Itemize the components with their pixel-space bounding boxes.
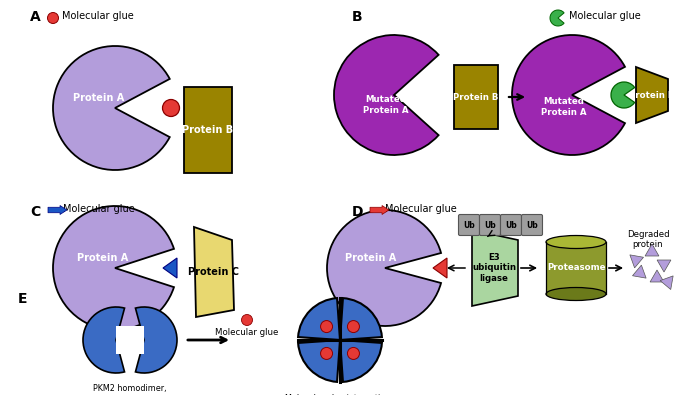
Wedge shape xyxy=(340,298,382,340)
Text: Molecular glue interactions
stabilize PKM2 tetramer, more
active: Molecular glue interactions stabilize PK… xyxy=(279,394,401,395)
Polygon shape xyxy=(630,255,643,268)
Text: Protein A: Protein A xyxy=(346,253,397,263)
Wedge shape xyxy=(550,10,564,26)
Wedge shape xyxy=(298,340,340,382)
Circle shape xyxy=(47,13,59,23)
Circle shape xyxy=(348,321,359,333)
Text: Mutated
Protein A: Mutated Protein A xyxy=(541,97,587,117)
Polygon shape xyxy=(433,258,447,278)
Text: Mutated
Protein A: Mutated Protein A xyxy=(363,95,409,115)
Bar xyxy=(116,326,144,354)
Text: Ub: Ub xyxy=(526,220,538,229)
Text: Molecular glue: Molecular glue xyxy=(63,204,135,214)
Polygon shape xyxy=(645,244,659,256)
Text: Ub: Ub xyxy=(484,220,496,229)
Text: E3
ubiquitin
ligase: E3 ubiquitin ligase xyxy=(472,253,516,283)
Ellipse shape xyxy=(546,235,606,248)
Wedge shape xyxy=(327,210,441,326)
Text: Protein A: Protein A xyxy=(74,93,125,103)
Text: D: D xyxy=(352,205,364,219)
Wedge shape xyxy=(53,206,174,330)
Polygon shape xyxy=(657,260,671,272)
Wedge shape xyxy=(136,307,177,373)
Text: Protein B: Protein B xyxy=(454,92,499,102)
Text: Proteasome: Proteasome xyxy=(547,263,605,273)
Wedge shape xyxy=(83,307,125,373)
Bar xyxy=(546,242,606,294)
Polygon shape xyxy=(454,65,498,129)
Text: Protein C: Protein C xyxy=(188,267,238,277)
Polygon shape xyxy=(184,87,232,173)
Wedge shape xyxy=(334,35,439,155)
Wedge shape xyxy=(611,82,634,108)
Text: Molecular glue: Molecular glue xyxy=(569,11,641,21)
Text: PKM2 homodimer,
less active: PKM2 homodimer, less active xyxy=(93,384,167,395)
Text: Protein B: Protein B xyxy=(182,125,234,135)
Polygon shape xyxy=(194,227,234,317)
Polygon shape xyxy=(163,258,177,278)
Wedge shape xyxy=(53,46,169,170)
Text: E: E xyxy=(18,292,28,306)
Text: Protein B: Protein B xyxy=(629,90,675,100)
Text: Protein A: Protein A xyxy=(78,253,129,263)
Text: C: C xyxy=(30,205,40,219)
Text: Molecular glue: Molecular glue xyxy=(215,328,279,337)
Text: A: A xyxy=(30,10,40,24)
Wedge shape xyxy=(340,340,382,382)
Wedge shape xyxy=(512,35,625,155)
FancyArrow shape xyxy=(48,205,67,214)
Circle shape xyxy=(163,100,180,117)
FancyBboxPatch shape xyxy=(522,214,543,235)
FancyBboxPatch shape xyxy=(458,214,479,235)
FancyBboxPatch shape xyxy=(479,214,500,235)
Text: Ub: Ub xyxy=(505,220,517,229)
Polygon shape xyxy=(650,270,664,282)
Circle shape xyxy=(242,314,252,325)
Text: Molecular glue: Molecular glue xyxy=(62,11,134,21)
FancyArrow shape xyxy=(370,205,389,214)
Text: Degraded
protein: Degraded protein xyxy=(626,230,670,249)
Polygon shape xyxy=(660,276,673,290)
Circle shape xyxy=(321,321,333,333)
Text: B: B xyxy=(352,10,362,24)
Polygon shape xyxy=(632,265,646,278)
Ellipse shape xyxy=(546,288,606,301)
Circle shape xyxy=(321,348,333,359)
Polygon shape xyxy=(636,67,668,123)
Wedge shape xyxy=(298,298,340,340)
Circle shape xyxy=(348,348,359,359)
Text: Ub: Ub xyxy=(463,220,475,229)
FancyBboxPatch shape xyxy=(500,214,522,235)
Polygon shape xyxy=(472,230,518,306)
Text: Molecular glue: Molecular glue xyxy=(385,204,457,214)
